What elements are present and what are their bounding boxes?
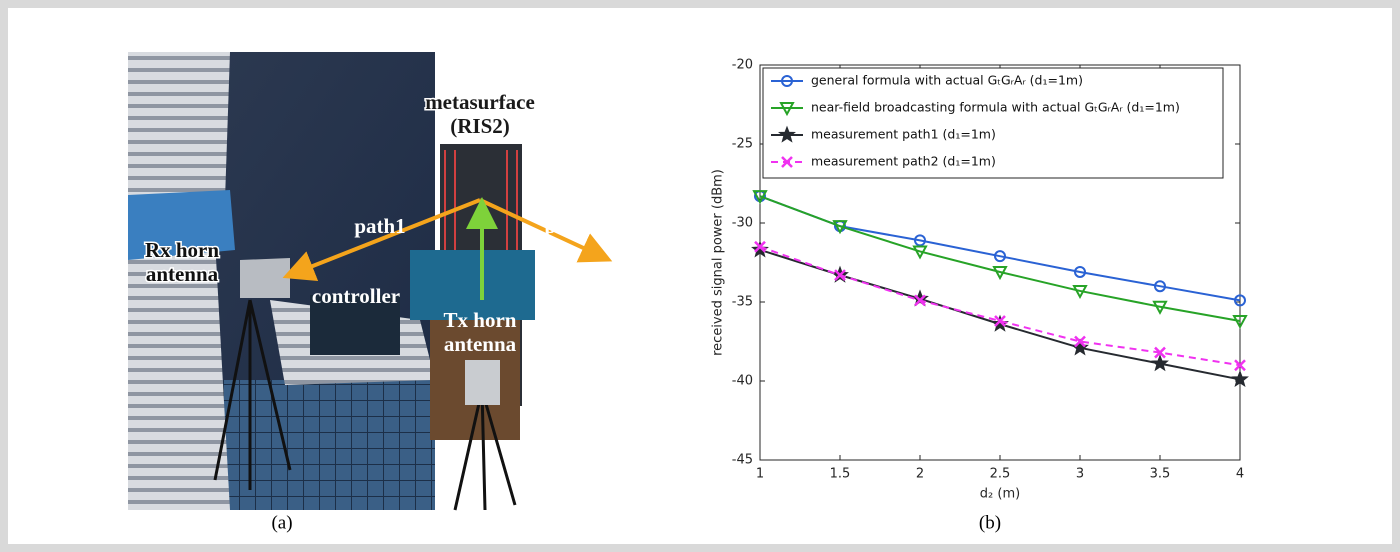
y-axis-label: received signal power (dBm) bbox=[711, 169, 726, 356]
legend-label: near-field broadcasting formula with act… bbox=[811, 100, 1180, 115]
legend-label: measurement path1 (d₁=1m) bbox=[811, 127, 996, 142]
photo-label: antenna bbox=[146, 262, 219, 286]
y-tick-label: -30 bbox=[732, 216, 753, 231]
photo-label: (RIS2) bbox=[450, 114, 510, 138]
legend-label: general formula with actual GₜGᵣAᵣ (d₁=1… bbox=[811, 73, 1083, 88]
legend-label: measurement path2 (d₁=1m) bbox=[811, 154, 996, 169]
chart: 1 1.5 2 2.5 3 3.5 4 -45 -40 -35 -30 -25 -20 d₂ (m) rec… bbox=[711, 58, 1248, 502]
y-tick-label: -45 bbox=[732, 453, 753, 468]
photo-label: path2 bbox=[544, 214, 595, 238]
photo-label: Tx horn bbox=[444, 308, 517, 332]
x-tick-label: 3.5 bbox=[1150, 467, 1171, 482]
x-tick-label: 1.5 bbox=[830, 467, 851, 482]
page: {"figure": { "photo_labels": {"metasurfa… bbox=[0, 0, 1400, 552]
y-tick-label: -25 bbox=[732, 137, 753, 152]
photo-label: controller bbox=[312, 284, 400, 308]
y-tick-label: -20 bbox=[732, 58, 753, 73]
figure-panel: metasurface (RIS2) path1 path2 Rx horn a… bbox=[8, 8, 1392, 544]
figure: metasurface (RIS2) path1 path2 Rx horn a… bbox=[8, 8, 1392, 544]
y-tick-label: -40 bbox=[732, 374, 753, 389]
x-tick-label: 4 bbox=[1236, 467, 1244, 482]
x-tick-label: 3 bbox=[1076, 467, 1084, 482]
x-tick-label: 2.5 bbox=[990, 467, 1011, 482]
x-tick-label: 1 bbox=[756, 467, 764, 482]
x-tick-label: 2 bbox=[916, 467, 924, 482]
photo-label: Rx horn bbox=[145, 238, 219, 262]
photo-label: path1 bbox=[354, 214, 405, 238]
photo-label: metasurface bbox=[425, 90, 535, 114]
y-tick-label: -35 bbox=[732, 295, 753, 310]
x-axis-label: d₂ (m) bbox=[980, 487, 1020, 502]
photo-label: antenna bbox=[444, 332, 517, 356]
caption: (a) bbox=[271, 512, 292, 533]
caption: (b) bbox=[979, 512, 1001, 533]
